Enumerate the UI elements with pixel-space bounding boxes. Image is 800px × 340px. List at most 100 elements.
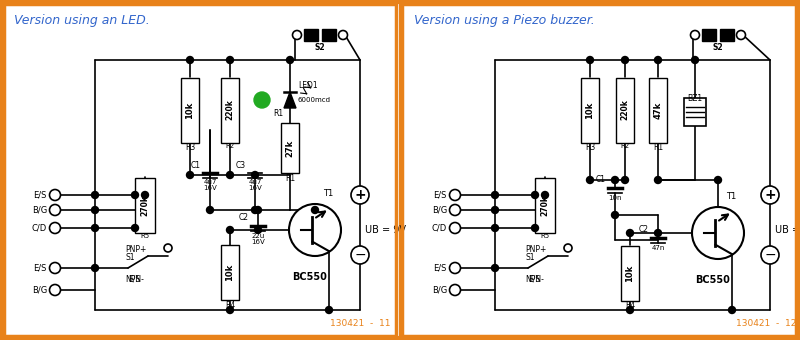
Circle shape: [226, 171, 234, 179]
Circle shape: [254, 226, 262, 234]
Circle shape: [626, 230, 634, 237]
Text: E/S: E/S: [434, 264, 447, 272]
Text: BC550: BC550: [293, 272, 327, 282]
Circle shape: [50, 189, 61, 201]
Text: B/G: B/G: [432, 286, 447, 294]
Circle shape: [531, 224, 538, 232]
Text: 4u7: 4u7: [203, 180, 217, 186]
Text: 16V: 16V: [248, 186, 262, 191]
Circle shape: [311, 206, 318, 214]
Text: R2: R2: [621, 143, 630, 150]
Circle shape: [91, 224, 98, 232]
Text: 270k: 270k: [541, 194, 550, 216]
Circle shape: [450, 189, 461, 201]
Bar: [221, 244, 239, 300]
Text: C3: C3: [236, 160, 246, 170]
Text: S2: S2: [314, 43, 326, 52]
Text: 16V: 16V: [203, 186, 217, 191]
Circle shape: [611, 211, 618, 219]
Text: BZ1: BZ1: [687, 94, 702, 103]
Circle shape: [450, 262, 461, 273]
Circle shape: [186, 56, 194, 64]
Circle shape: [542, 191, 549, 199]
Text: 270k: 270k: [141, 194, 150, 216]
Text: R1: R1: [653, 143, 663, 153]
Text: S1: S1: [525, 253, 534, 262]
Text: C2: C2: [639, 225, 649, 235]
Text: 4u7: 4u7: [248, 180, 262, 186]
Circle shape: [531, 191, 538, 199]
Circle shape: [692, 207, 744, 259]
Circle shape: [729, 306, 735, 313]
Text: C/D: C/D: [32, 223, 47, 233]
Bar: [649, 78, 667, 142]
Circle shape: [622, 56, 629, 64]
Text: B/G: B/G: [32, 205, 47, 215]
Circle shape: [564, 244, 572, 252]
Text: NPN-: NPN-: [125, 275, 144, 284]
Circle shape: [91, 191, 98, 199]
Circle shape: [450, 204, 461, 216]
Text: 10k: 10k: [586, 101, 594, 119]
Text: E/S: E/S: [34, 190, 47, 200]
Circle shape: [654, 176, 662, 184]
Circle shape: [289, 204, 341, 256]
Circle shape: [737, 31, 746, 39]
Bar: [535, 177, 555, 233]
Circle shape: [50, 262, 61, 273]
Text: −: −: [764, 248, 776, 262]
Circle shape: [326, 306, 333, 313]
Text: Version using an LED.: Version using an LED.: [14, 14, 150, 27]
Circle shape: [691, 56, 698, 64]
Text: C2: C2: [239, 214, 249, 222]
Text: 220k: 220k: [621, 100, 630, 120]
Text: 10n: 10n: [608, 194, 622, 201]
Text: LED1: LED1: [298, 82, 318, 90]
Circle shape: [351, 186, 369, 204]
Bar: [684, 98, 706, 126]
Text: NPN-: NPN-: [525, 275, 544, 284]
Circle shape: [586, 56, 594, 64]
Bar: [702, 29, 716, 41]
Text: C1: C1: [191, 160, 201, 170]
Circle shape: [251, 206, 258, 214]
Text: R4: R4: [225, 301, 235, 309]
Text: 10k: 10k: [226, 264, 234, 280]
Circle shape: [286, 56, 294, 64]
Circle shape: [626, 306, 634, 313]
Circle shape: [611, 176, 618, 184]
Circle shape: [254, 206, 262, 214]
Circle shape: [164, 244, 172, 252]
Text: +: +: [764, 188, 776, 202]
Circle shape: [714, 176, 722, 184]
Text: R3: R3: [585, 143, 595, 153]
Text: −: −: [354, 248, 366, 262]
Text: BC550: BC550: [695, 275, 730, 285]
Text: PNP+: PNP+: [525, 245, 546, 254]
Text: 130421  -  12: 130421 - 12: [736, 319, 796, 328]
Circle shape: [622, 176, 629, 184]
Text: 16V: 16V: [251, 238, 265, 244]
Circle shape: [131, 191, 138, 199]
Circle shape: [450, 222, 461, 234]
Text: B/G: B/G: [432, 205, 447, 215]
Text: T1: T1: [726, 192, 736, 201]
Circle shape: [586, 176, 594, 184]
Text: R5: R5: [141, 234, 150, 239]
Circle shape: [50, 204, 61, 216]
Circle shape: [450, 285, 461, 295]
Text: 220k: 220k: [226, 100, 234, 120]
Bar: [621, 245, 639, 301]
Text: E/S: E/S: [128, 274, 140, 283]
Circle shape: [226, 306, 234, 313]
Circle shape: [142, 191, 149, 199]
Circle shape: [206, 206, 214, 214]
Circle shape: [251, 171, 258, 179]
Text: 6000mcd: 6000mcd: [298, 97, 331, 103]
Text: R4: R4: [625, 302, 635, 310]
Text: 22u: 22u: [251, 233, 265, 238]
Text: 47k: 47k: [654, 101, 662, 119]
Bar: [221, 78, 239, 142]
Bar: [581, 78, 599, 142]
Text: R1: R1: [285, 174, 295, 183]
